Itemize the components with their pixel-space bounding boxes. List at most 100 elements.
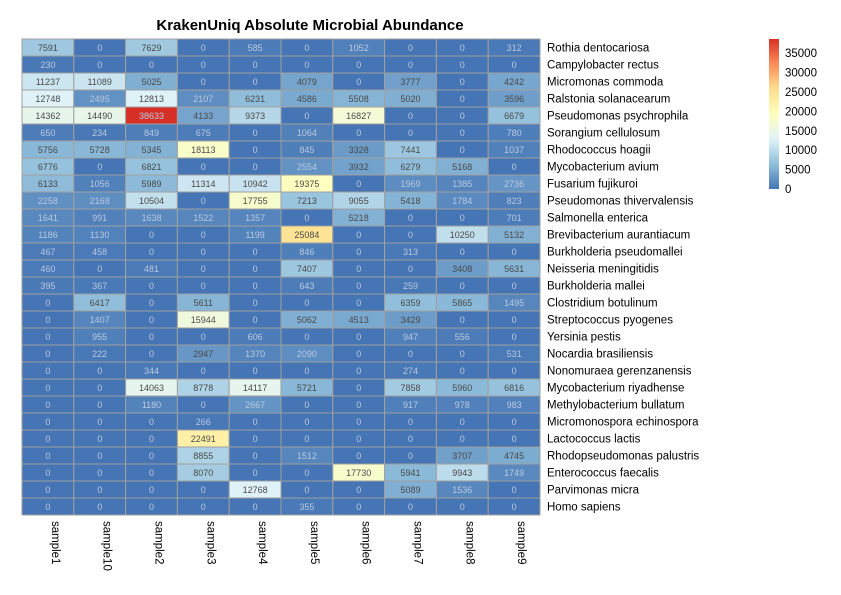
cell-value-label: 0 [356, 502, 361, 512]
cell-value-label: 3707 [452, 451, 472, 461]
cell-value-label: 3777 [400, 77, 420, 87]
cell-value-label: 5728 [90, 145, 110, 155]
cell-value-label: 0 [45, 417, 50, 427]
cell-value-label: 2258 [38, 196, 58, 206]
cell-value-label: 1638 [141, 213, 161, 223]
cell-value-label: 0 [356, 349, 361, 359]
cell-value-label: 1064 [297, 128, 317, 138]
row-label: Clostridium botulinum [547, 298, 658, 310]
cell-value-label: 5025 [141, 77, 161, 87]
cell-value-label: 395 [40, 281, 55, 291]
row-label: Ralstonia solanacearum [547, 94, 670, 106]
cell-value-label: 0 [149, 468, 154, 478]
cell-value-label: 0 [253, 451, 258, 461]
cell-value-label: 0 [45, 332, 50, 342]
cell-value-label: 17755 [243, 196, 268, 206]
row-label: Burkholderia mallei [547, 281, 645, 293]
legend-tick-label: 25000 [785, 87, 817, 99]
cell-value-label: 0 [97, 60, 102, 70]
cell-value-label: 14490 [87, 111, 112, 121]
cell-value-label: 780 [507, 128, 522, 138]
cell-value-label: 5865 [452, 298, 472, 308]
cell-value-label: 0 [97, 468, 102, 478]
cell-value-label: 0 [97, 400, 102, 410]
cell-value-label: 0 [512, 315, 517, 325]
cell-value-label: 650 [40, 128, 55, 138]
cell-value-label: 10504 [139, 196, 164, 206]
cell-value-label: 0 [45, 434, 50, 444]
cell-value-label: 1495 [504, 298, 524, 308]
cell-value-label: 0 [408, 43, 413, 53]
cell-value-label: 0 [304, 434, 309, 444]
cell-value-label: 846 [299, 247, 314, 257]
cell-value-label: 585 [248, 43, 263, 53]
cell-value-label: 0 [460, 366, 465, 376]
cell-value-label: 481 [144, 264, 159, 274]
cell-value-label: 2736 [504, 179, 524, 189]
cell-value-label: 0 [149, 451, 154, 461]
legend-tick-label: 20000 [785, 106, 817, 118]
cell-value-label: 4079 [297, 77, 317, 87]
cell-value-label: 0 [253, 77, 258, 87]
cell-value-label: 274 [403, 366, 418, 376]
cell-value-label: 0 [356, 230, 361, 240]
cell-value-label: 5631 [504, 264, 524, 274]
cell-value-label: 947 [403, 332, 418, 342]
cell-value-label: 0 [97, 43, 102, 53]
cell-value-label: 0 [304, 417, 309, 427]
cell-value-label: 8070 [193, 468, 213, 478]
cell-value-label: 467 [40, 247, 55, 257]
cell-value-label: 312 [507, 43, 522, 53]
color-legend: 0 5000 10000 15000 20000 25000 30000 35000 [769, 39, 817, 196]
row-label: Homo sapiens [547, 502, 621, 514]
cell-value-label: 0 [97, 366, 102, 376]
row-label: Burkholderia pseudomallei [547, 247, 683, 259]
cell-value-label: 0 [460, 213, 465, 223]
cell-value-label: 14063 [139, 383, 164, 393]
cell-value-label: 0 [201, 400, 206, 410]
cell-value-label: 0 [304, 485, 309, 495]
row-label: Methylobacterium bullatum [547, 400, 684, 412]
cell-value-label: 6231 [245, 94, 265, 104]
cell-value-label: 0 [356, 264, 361, 274]
cell-value-label: 606 [248, 332, 263, 342]
cell-value-label: 6279 [400, 162, 420, 172]
column-label: sample9 [515, 521, 527, 564]
cell-value-label: 1385 [452, 179, 472, 189]
cell-value-label: 0 [304, 332, 309, 342]
cell-value-label: 7629 [141, 43, 161, 53]
cell-value-label: 0 [512, 60, 517, 70]
cell-value-label: 4586 [297, 94, 317, 104]
cell-value-label: 6359 [400, 298, 420, 308]
cell-value-label: 0 [149, 247, 154, 257]
cell-value-label: 0 [149, 281, 154, 291]
cell-value-label: 12748 [35, 94, 60, 104]
cell-value-label: 0 [408, 111, 413, 121]
cell-value-label: 0 [460, 502, 465, 512]
cell-value-label: 0 [512, 247, 517, 257]
cell-value-label: 0 [460, 247, 465, 257]
cell-value-label: 1180 [142, 400, 161, 410]
cell-value-label: 6417 [90, 298, 110, 308]
cell-value-label: 1749 [504, 468, 524, 478]
cell-value-label: 8855 [193, 451, 213, 461]
cell-value-label: 0 [460, 43, 465, 53]
cell-value-label: 0 [460, 417, 465, 427]
cell-value-label: 1037 [504, 145, 524, 155]
cell-value-label: 0 [253, 366, 258, 376]
cell-value-label: 10250 [450, 230, 475, 240]
cell-value-label: 991 [92, 213, 107, 223]
cell-value-label: 0 [149, 502, 154, 512]
cell-value-label: 0 [408, 60, 413, 70]
cell-value-label: 0 [408, 417, 413, 427]
cell-value-label: 5089 [400, 485, 420, 495]
cell-value-label: 0 [253, 145, 258, 155]
cell-value-label: 0 [149, 315, 154, 325]
cell-value-label: 1056 [90, 179, 110, 189]
cell-value-label: 5960 [452, 383, 472, 393]
row-label: Fusarium fujikuroi [547, 179, 638, 191]
cell-value-label: 259 [403, 281, 418, 291]
cell-value-label: 0 [201, 485, 206, 495]
cell-value-label: 1522 [193, 213, 213, 223]
